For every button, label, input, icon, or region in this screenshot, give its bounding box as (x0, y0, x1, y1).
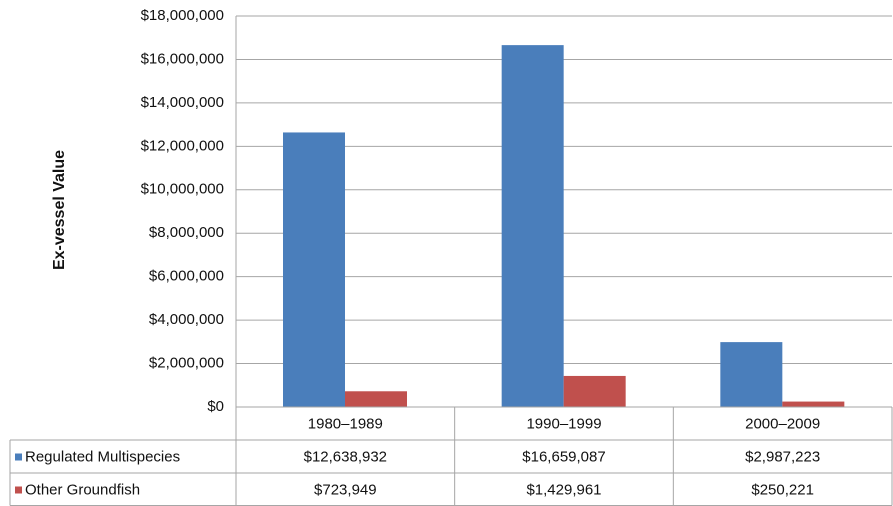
legend-label: Other Groundfish (25, 481, 140, 498)
y-tick-label: $4,000,000 (149, 311, 224, 328)
table-value: $2,987,223 (745, 448, 820, 465)
bar (345, 391, 407, 407)
bar (782, 401, 845, 407)
legend-label: Regulated Multispecies (25, 448, 180, 465)
y-tick-label: $10,000,000 (141, 181, 224, 198)
y-tick-label: $2,000,000 (149, 355, 224, 372)
bar (501, 45, 564, 407)
table-value: $1,429,961 (526, 481, 601, 498)
y-tick-label: $14,000,000 (141, 94, 224, 111)
table-value: $16,659,087 (522, 448, 605, 465)
table-value: $723,949 (314, 481, 377, 498)
y-tick-label: $12,000,000 (141, 137, 224, 154)
y-tick-label: $18,000,000 (141, 7, 224, 24)
table-value: $250,221 (751, 481, 814, 498)
bar (283, 132, 345, 407)
x-tick-label: 1980–1989 (308, 415, 383, 432)
y-tick-label: $16,000,000 (141, 50, 224, 67)
y-tick-label: $6,000,000 (149, 268, 224, 285)
table-value: $12,638,932 (304, 448, 387, 465)
x-tick-label: 1990–1999 (526, 415, 601, 432)
x-tick-label: 2000–2009 (745, 415, 820, 432)
y-axis-title: Ex-vessel Value (51, 150, 68, 270)
legend-key (15, 486, 22, 494)
bar (720, 342, 783, 407)
legend-key (15, 453, 22, 461)
y-tick-label: $8,000,000 (149, 224, 224, 241)
y-tick-label: $0 (207, 398, 224, 415)
bar (563, 375, 626, 407)
